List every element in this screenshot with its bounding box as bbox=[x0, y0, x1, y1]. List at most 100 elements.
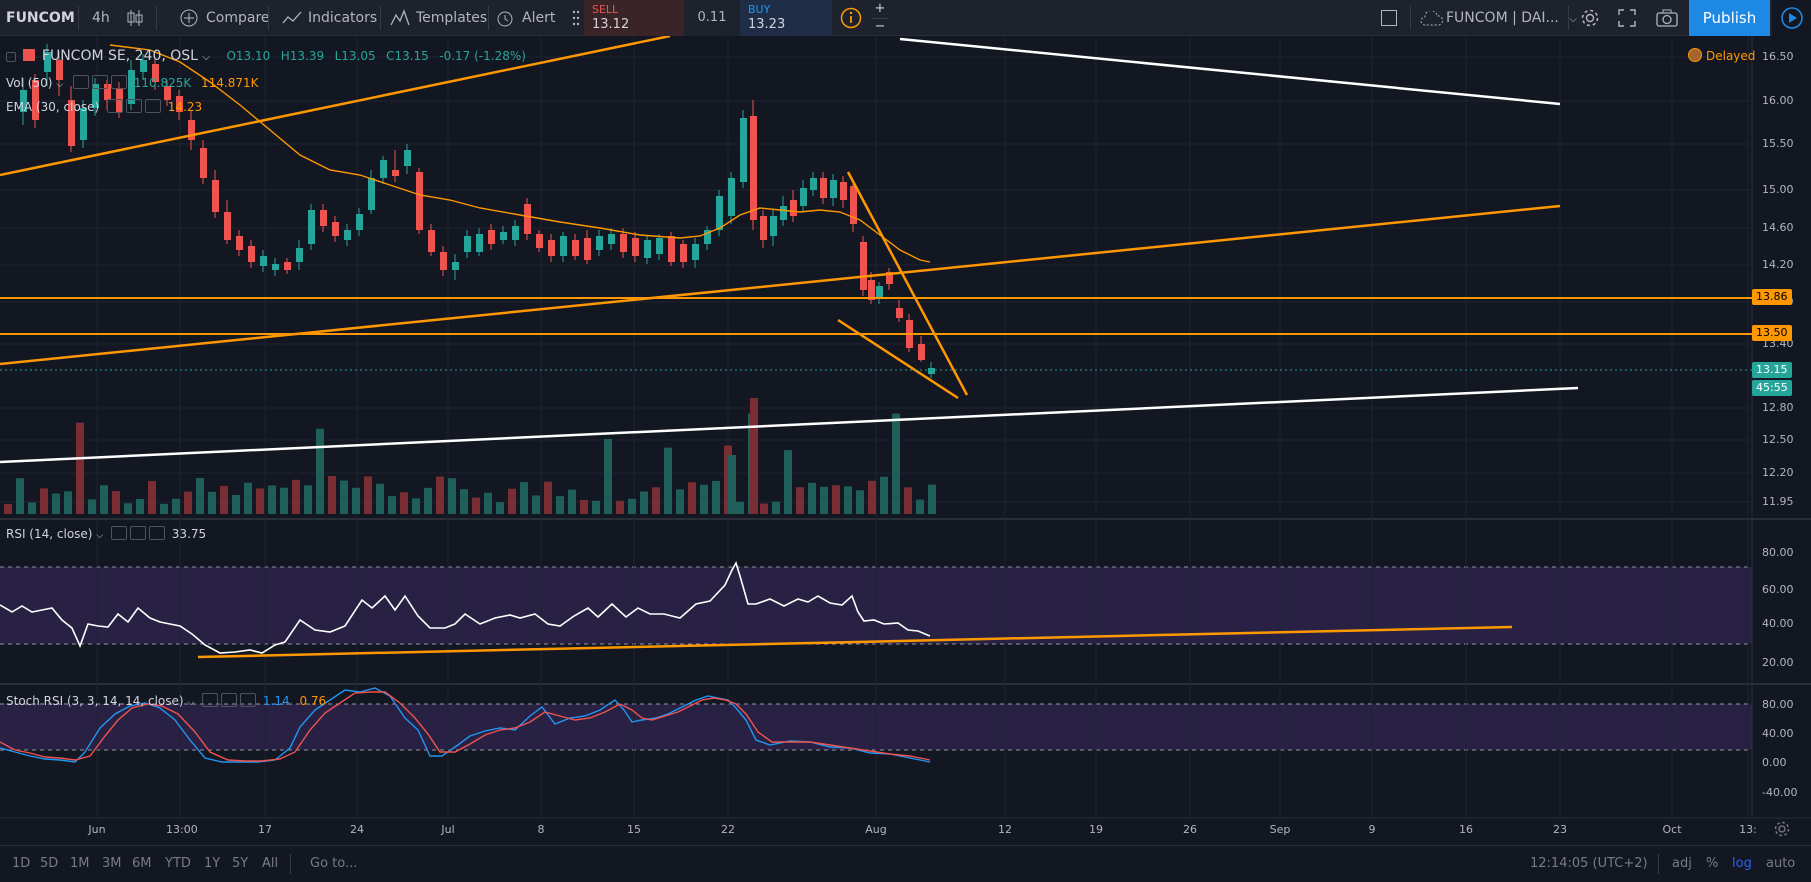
plus-circle-icon bbox=[180, 9, 198, 27]
volume-bar bbox=[256, 488, 264, 514]
candle-body bbox=[820, 178, 827, 198]
volume-bar bbox=[76, 422, 84, 514]
candle-body bbox=[356, 214, 363, 230]
volume-bar bbox=[316, 428, 324, 514]
settings-icon[interactable] bbox=[125, 99, 142, 113]
indicators-button[interactable]: Indicators bbox=[282, 0, 377, 36]
volume-bar bbox=[448, 478, 456, 514]
fullscreen-toggle[interactable] bbox=[1380, 0, 1402, 36]
volume-bar bbox=[124, 503, 132, 514]
volume-bar bbox=[904, 487, 912, 514]
snapshot-button[interactable] bbox=[1656, 0, 1680, 36]
candle-body bbox=[80, 108, 87, 140]
volume-value: 110.825K bbox=[133, 76, 192, 90]
volume-bar bbox=[328, 476, 336, 514]
volume-bar bbox=[472, 497, 480, 514]
time-tick: 15 bbox=[627, 823, 641, 836]
symbol-search-button[interactable]: FUNCOM bbox=[6, 10, 75, 26]
alarm-clock-icon bbox=[497, 11, 513, 27]
settings-icon[interactable] bbox=[221, 693, 238, 707]
volume-label: Vol (50) bbox=[6, 76, 53, 90]
auto-toggle[interactable]: auto bbox=[1766, 856, 1796, 871]
range-button-5d[interactable]: 5D bbox=[40, 856, 59, 871]
divider bbox=[268, 6, 269, 30]
axis-settings-button[interactable] bbox=[1773, 820, 1791, 842]
candle-body bbox=[164, 86, 171, 100]
range-button-5y[interactable]: 5Y bbox=[232, 856, 249, 871]
compare-label: Compare bbox=[206, 10, 270, 26]
candle-body bbox=[56, 60, 63, 80]
symbol-title[interactable]: FUNCOM SE, 240, OSL bbox=[41, 48, 198, 64]
settings-button[interactable] bbox=[1580, 0, 1602, 36]
zoom-in-button[interactable]: + bbox=[874, 1, 886, 16]
delayed-badge[interactable]: Delayed bbox=[1688, 48, 1755, 63]
chevron-down-icon[interactable]: ⌵ bbox=[202, 52, 211, 63]
interval-button[interactable]: 4h bbox=[92, 10, 110, 26]
chevron-down-icon[interactable]: ⌵ bbox=[56, 80, 64, 90]
candle-body bbox=[152, 64, 159, 82]
range-button-1y[interactable]: 1Y bbox=[204, 856, 221, 871]
replay-button[interactable] bbox=[1772, 0, 1811, 36]
candle-body bbox=[830, 180, 837, 198]
alert-button[interactable]: Alert bbox=[496, 0, 555, 36]
templates-button[interactable]: Templates bbox=[390, 0, 487, 36]
volume-legend[interactable]: Vol (50) ⌵ 110.825K 114.871K bbox=[6, 75, 259, 90]
eye-icon[interactable] bbox=[106, 99, 123, 113]
settings-icon[interactable] bbox=[129, 526, 146, 540]
candle-body bbox=[596, 236, 603, 250]
drag-handle-icon[interactable] bbox=[570, 0, 580, 36]
candle-body bbox=[200, 148, 207, 178]
trendline-white bbox=[899, 37, 1561, 106]
eye-icon[interactable] bbox=[110, 526, 127, 540]
clock[interactable]: 12:14:05 (UTC+2) bbox=[1530, 856, 1648, 871]
close-icon[interactable] bbox=[240, 693, 257, 707]
close-icon[interactable] bbox=[110, 75, 127, 89]
expand-icon bbox=[1618, 9, 1636, 27]
volume-bar bbox=[88, 499, 96, 514]
range-button-1m[interactable]: 1M bbox=[70, 856, 90, 871]
buy-button[interactable]: BUY 13.23 bbox=[740, 0, 832, 36]
eye-icon[interactable] bbox=[202, 693, 219, 707]
chevron-down-icon[interactable]: ⌵ bbox=[187, 698, 195, 708]
layout-dropdown[interactable]: FUNCOM | DAI... ⌵ bbox=[1420, 0, 1577, 36]
sell-button[interactable]: SELL 13.12 bbox=[584, 0, 684, 36]
compare-button[interactable]: Compare bbox=[180, 0, 270, 36]
zoom-out-button[interactable]: − bbox=[872, 18, 888, 36]
candle-body bbox=[644, 240, 651, 258]
fullscreen-button[interactable] bbox=[1618, 0, 1640, 36]
candle-body bbox=[140, 60, 147, 72]
eye-icon[interactable] bbox=[72, 75, 89, 89]
stoch-tick: 80.00 bbox=[1762, 698, 1794, 711]
close-icon[interactable] bbox=[148, 526, 165, 540]
rsi-legend[interactable]: RSI (14, close) ⌵ 33.75 bbox=[6, 526, 206, 541]
time-tick: 22 bbox=[721, 823, 735, 836]
price-chart[interactable] bbox=[0, 36, 1811, 845]
candle-body bbox=[368, 178, 375, 210]
chart-style-button[interactable] bbox=[124, 0, 150, 36]
goto-button[interactable]: Go to... bbox=[310, 856, 358, 871]
range-button-6m[interactable]: 6M bbox=[132, 856, 152, 871]
range-button-1d[interactable]: 1D bbox=[12, 856, 31, 871]
time-tick: Jun bbox=[88, 823, 106, 836]
candle-body bbox=[500, 232, 507, 240]
camera-icon bbox=[1656, 9, 1678, 27]
volume-bar bbox=[508, 488, 516, 514]
close-icon[interactable] bbox=[144, 99, 161, 113]
settings-icon[interactable] bbox=[91, 75, 108, 89]
info-button[interactable] bbox=[840, 0, 864, 36]
range-button-3m[interactable]: 3M bbox=[102, 856, 122, 871]
price-tick: 16.00 bbox=[1762, 94, 1794, 107]
publish-button[interactable]: Publish bbox=[1689, 0, 1770, 36]
ema-legend[interactable]: EMA (30, close) 14.23 bbox=[6, 99, 202, 114]
chevron-down-icon[interactable]: ⌵ bbox=[96, 531, 104, 541]
rsi-tick: 20.00 bbox=[1762, 656, 1794, 669]
adj-toggle[interactable]: adj bbox=[1672, 856, 1692, 871]
percent-toggle[interactable]: % bbox=[1706, 856, 1719, 871]
range-button-ytd[interactable]: YTD bbox=[165, 856, 191, 871]
log-toggle[interactable]: log bbox=[1732, 856, 1752, 871]
wedge-line-orange bbox=[837, 318, 959, 400]
stoch-legend[interactable]: Stoch RSI (3, 3, 14, 14, close) ⌵ 1.14 0… bbox=[6, 693, 326, 708]
range-button-all[interactable]: All bbox=[262, 856, 279, 871]
collapse-icon[interactable] bbox=[6, 52, 16, 62]
volume-bar bbox=[592, 500, 600, 514]
